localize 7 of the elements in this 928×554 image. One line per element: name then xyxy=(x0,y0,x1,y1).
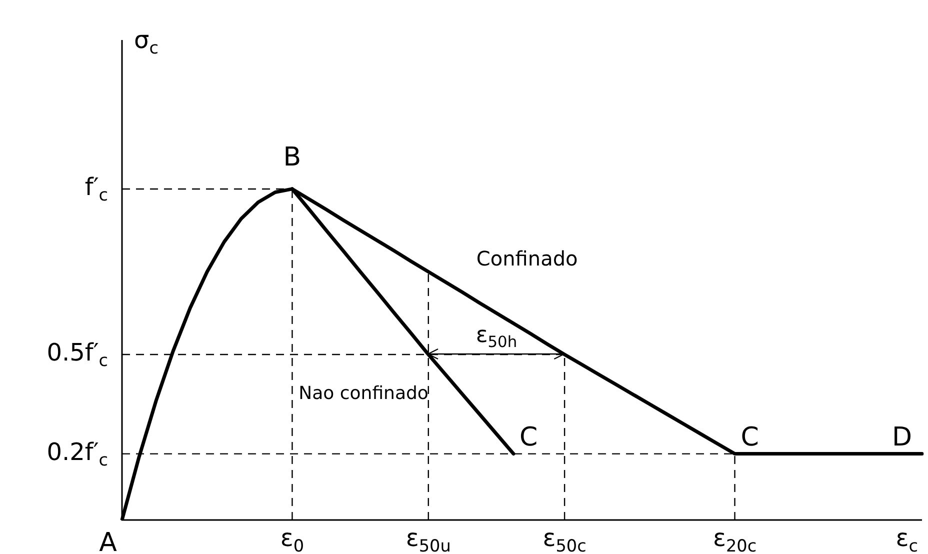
annotation: B xyxy=(283,142,302,173)
annotation: C xyxy=(519,422,538,453)
series-label: Nao confinado xyxy=(298,382,428,404)
annotation: C xyxy=(740,422,759,453)
series-label: Confinado xyxy=(476,246,578,270)
annotation: D xyxy=(892,422,912,453)
text: A xyxy=(99,528,118,554)
